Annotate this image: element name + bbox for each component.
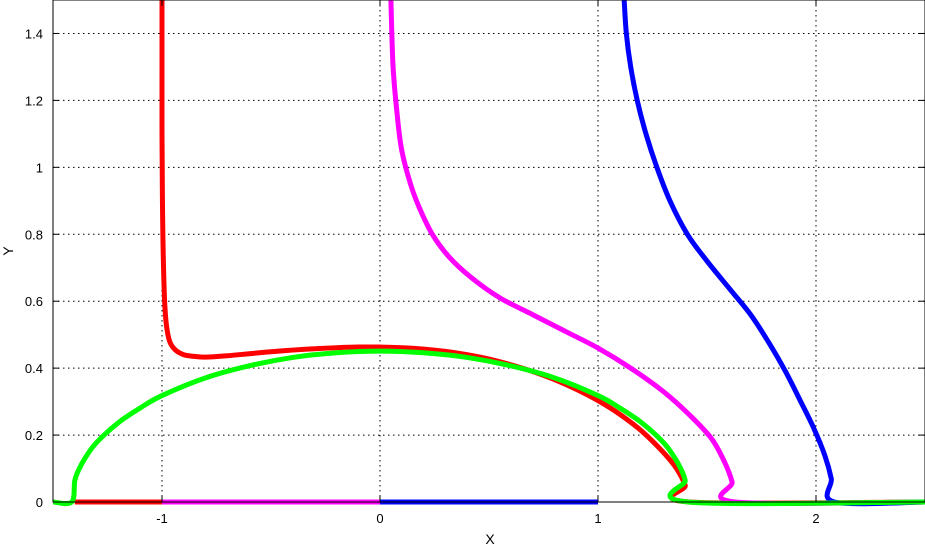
series-line bbox=[388, 0, 925, 506]
series-curves bbox=[52, 0, 925, 507]
x-tick-label: 1 bbox=[594, 511, 601, 526]
series-line bbox=[621, 0, 925, 507]
x-tick-label: 0 bbox=[376, 511, 383, 526]
y-tick-label: 1 bbox=[36, 160, 43, 175]
series-line bbox=[52, 348, 925, 507]
series-line bbox=[159, 0, 925, 506]
y-tick-label: 0.6 bbox=[25, 294, 43, 309]
x-tick-label: -1 bbox=[156, 511, 168, 526]
y-tick-label: 0.2 bbox=[25, 428, 43, 443]
grid-lines bbox=[53, 0, 925, 502]
y-tick-label: 0 bbox=[36, 495, 43, 510]
y-tick-label: 0.8 bbox=[25, 227, 43, 242]
x-tick-label: 2 bbox=[812, 511, 819, 526]
plot-frame bbox=[52, 0, 925, 503]
y-tick-label: 1.2 bbox=[25, 93, 43, 108]
y-axis-label: Y bbox=[0, 246, 16, 256]
y-tick-label: 1.4 bbox=[25, 26, 43, 41]
y-tick-label: 0.4 bbox=[25, 361, 43, 376]
x-axis-label: X bbox=[485, 531, 495, 545]
axis-ticks: -1 0 1 2 0 0.2 0.4 0.6 0.8 1 1.2 1.4 bbox=[25, 0, 925, 526]
